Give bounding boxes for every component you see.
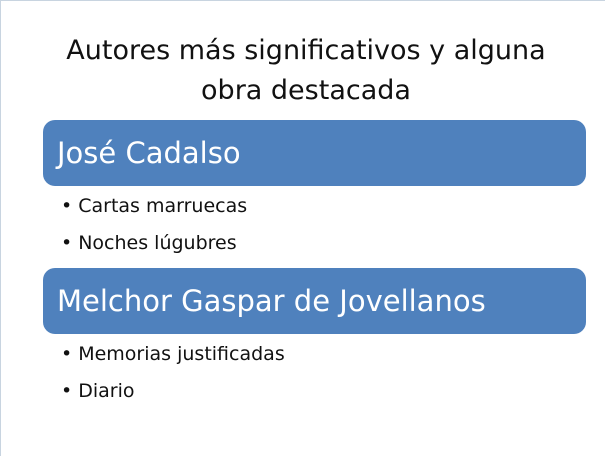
bullet-item: Diario <box>61 380 134 402</box>
bullet-item: Noches lúgubres <box>61 232 236 254</box>
bullet-item: Memorias justificadas <box>61 343 285 365</box>
slide-title: Autores más significativos y alguna obra… <box>66 35 546 106</box>
section-heading: Melchor Gaspar de Jovellanos <box>43 268 586 334</box>
section-heading: José Cadalso <box>43 120 586 186</box>
bullet-item: Cartas marruecas <box>61 195 247 217</box>
